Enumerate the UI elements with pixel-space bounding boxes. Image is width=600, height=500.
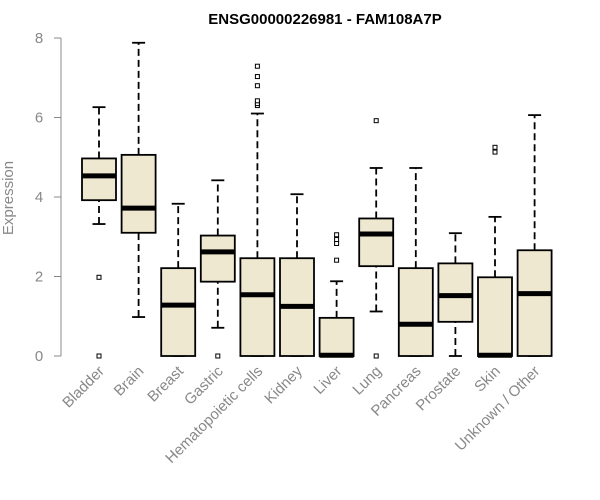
category-label: Skin bbox=[471, 363, 504, 396]
box-iqr bbox=[199, 234, 236, 283]
box-iqr bbox=[239, 257, 276, 357]
outlier-point bbox=[96, 353, 102, 359]
outlier-point bbox=[334, 237, 340, 243]
outlier-point bbox=[215, 353, 221, 359]
outlier-point bbox=[373, 118, 379, 124]
box-gastric bbox=[199, 179, 236, 359]
box-lung bbox=[358, 118, 395, 359]
box-iqr bbox=[358, 217, 395, 268]
outlier-point bbox=[254, 74, 260, 80]
y-tick-label: 4 bbox=[35, 189, 43, 206]
box-iqr bbox=[81, 157, 117, 202]
outlier-point bbox=[492, 149, 498, 155]
box-iqr bbox=[516, 249, 553, 357]
box-iqr bbox=[120, 153, 157, 234]
y-axis-label: Expression bbox=[0, 161, 17, 235]
box-unknown-other bbox=[516, 114, 553, 357]
y-tick-label: 8 bbox=[35, 30, 43, 47]
outlier-point bbox=[334, 232, 340, 238]
box-pancreas bbox=[397, 167, 434, 357]
outlier-point bbox=[334, 241, 340, 247]
category-label: Prostate bbox=[413, 363, 465, 415]
box-iqr bbox=[437, 262, 474, 323]
outlier-point bbox=[334, 257, 340, 263]
outlier-point bbox=[254, 63, 260, 69]
category-label: Breast bbox=[144, 362, 187, 405]
outlier-point bbox=[254, 83, 260, 89]
box-iqr bbox=[160, 267, 197, 357]
y-axis: 0 2 4 6 8 bbox=[35, 30, 62, 365]
box-iqr bbox=[477, 276, 513, 357]
outlier-point bbox=[96, 274, 102, 280]
box-iqr bbox=[318, 316, 355, 357]
box-prostate bbox=[437, 232, 474, 357]
box-kidney bbox=[279, 193, 315, 357]
outlier-point bbox=[254, 98, 260, 104]
box-liver bbox=[318, 232, 355, 358]
category-label: Bladder bbox=[59, 363, 108, 412]
box-hematopoietic-cells bbox=[239, 63, 276, 357]
y-tick-label: 6 bbox=[35, 110, 43, 127]
box-iqr bbox=[397, 267, 434, 357]
box-bladder bbox=[81, 106, 117, 359]
box-brain bbox=[120, 41, 157, 318]
category-label: Liver bbox=[310, 363, 345, 398]
box-skin bbox=[477, 144, 513, 358]
box-group bbox=[81, 41, 553, 359]
category-label: Kidney bbox=[261, 362, 306, 407]
outlier-point bbox=[492, 144, 498, 150]
box-breast bbox=[160, 202, 197, 357]
y-tick-label: 2 bbox=[35, 269, 43, 286]
category-label: Lung bbox=[349, 363, 385, 399]
category-label: Brain bbox=[111, 363, 148, 400]
outlier-point bbox=[373, 353, 379, 359]
y-tick-label: 0 bbox=[35, 348, 43, 365]
chart-title: ENSG00000226981 - FAM108A7P bbox=[208, 11, 441, 28]
